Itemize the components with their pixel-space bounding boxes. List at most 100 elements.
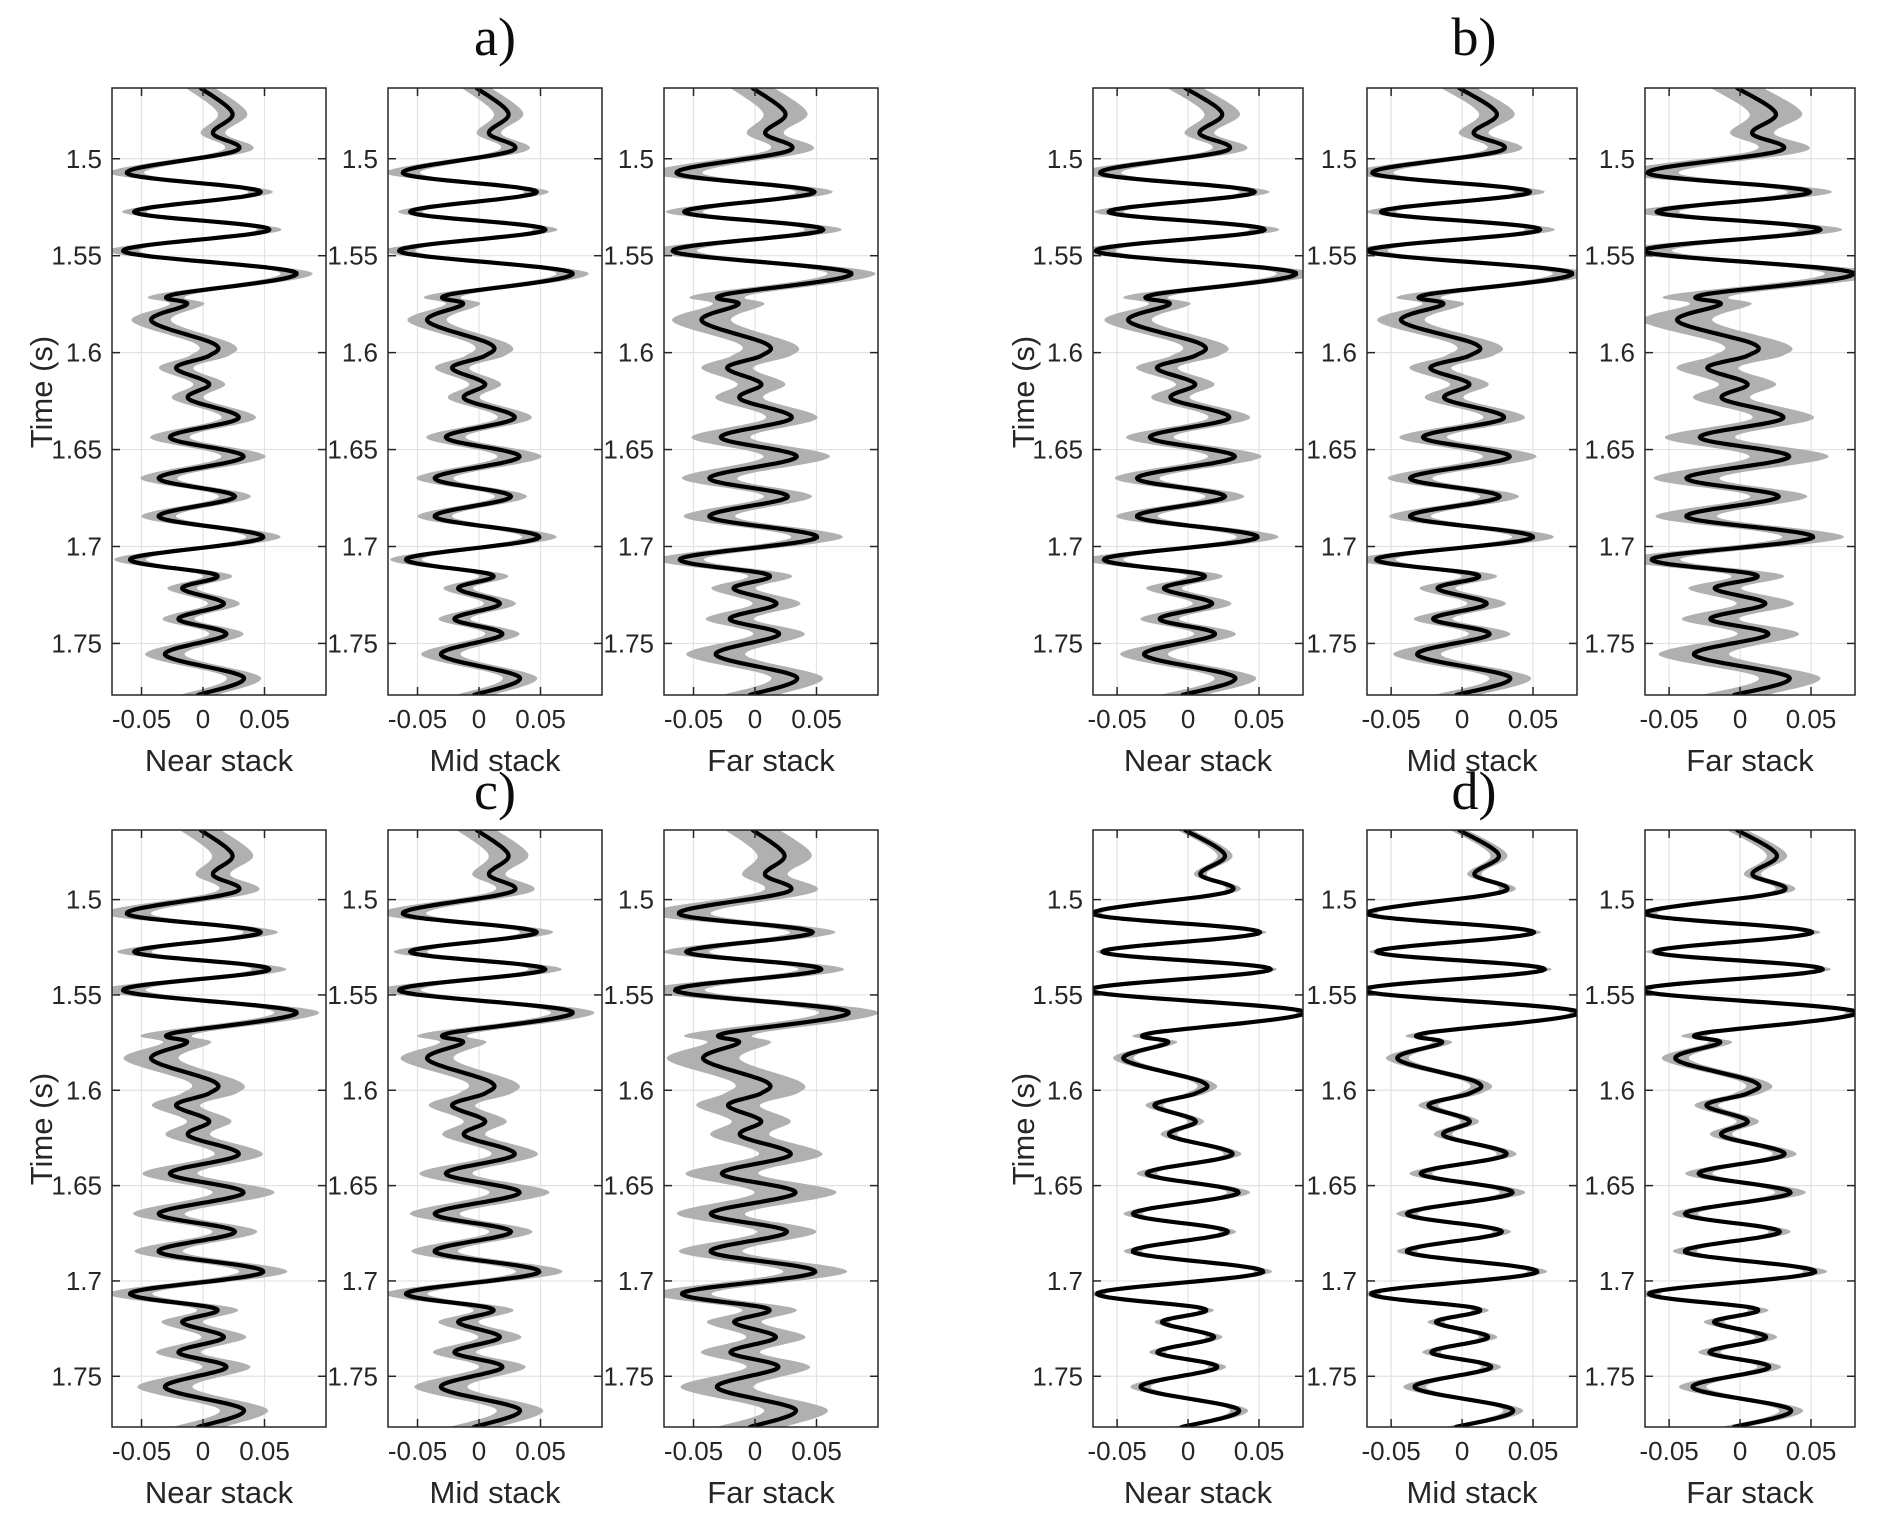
x-tick-label: -0.05 — [112, 704, 171, 734]
subplot-far-stack: 1.5 1.55 1.6 1.65 1.7 1.75 -0.05 0 0.05 Far stac… — [1584, 87, 1856, 780]
seismic-trace — [670, 88, 854, 695]
seismic-trace — [1645, 830, 1855, 1427]
y-tick-label: 1.75 — [603, 628, 654, 658]
seismic-trace — [1367, 88, 1575, 695]
y-tick-label: 1.75 — [1306, 628, 1357, 658]
y-tick-label: 1.7 — [342, 1266, 378, 1296]
y-tick-label: 1.5 — [1321, 144, 1357, 174]
x-tick-label: -0.05 — [1087, 704, 1146, 734]
subplot-mid-stack: 1.5 1.55 1.6 1.65 1.7 1.75 -0.05 0 0.05 Mid stac… — [1306, 829, 1578, 1512]
y-tick-label: 1.7 — [66, 531, 102, 561]
uncertainty-band — [1367, 88, 1577, 695]
y-tick-label: 1.5 — [1321, 885, 1357, 915]
panel-a-title: a) — [474, 7, 516, 67]
y-tick-label: 1.55 — [603, 980, 654, 1010]
x-tick-label: 0 — [1733, 704, 1747, 734]
wiggle-trace-plot: 1.5 1.55 1.6 1.65 1.7 1.75 -0.05 0 0.05 — [327, 829, 603, 1466]
y-tick-label: 1.65 — [1032, 1171, 1083, 1201]
y-tick-label: 1.55 — [1306, 241, 1357, 271]
axes-box — [111, 829, 327, 1428]
y-tick-label: 1.55 — [1032, 241, 1083, 271]
y-tick-label: 1.7 — [618, 531, 654, 561]
y-tick-label: 1.55 — [51, 980, 102, 1010]
y-tick-label: 1.5 — [342, 885, 378, 915]
x-tick-label: -0.05 — [1639, 1436, 1698, 1466]
axes-box — [1092, 87, 1304, 696]
y-tick-label: 1.55 — [327, 241, 378, 271]
axes-box — [663, 829, 879, 1428]
y-tick-label: 1.75 — [603, 1361, 654, 1391]
y-tick-label: 1.7 — [1599, 531, 1635, 561]
x-tick-label: 0.05 — [1508, 1436, 1559, 1466]
x-tick-label: -0.05 — [112, 1436, 171, 1466]
panel-d-title: d) — [1451, 761, 1497, 821]
y-tick-label: 1.7 — [66, 1266, 102, 1296]
y-tick-label: 1.6 — [342, 338, 378, 368]
y-tick-label: 1.5 — [1599, 144, 1635, 174]
y-tick-label: 1.65 — [51, 1171, 102, 1201]
x-axis-label: Far stack — [707, 1475, 835, 1510]
x-tick-label: 0 — [1181, 1436, 1195, 1466]
y-tick-label: 1.55 — [51, 241, 102, 271]
wiggle-trace-plot: 1.5 1.55 1.6 1.65 1.7 1.75 -0.05 0 0.05 — [1032, 87, 1304, 734]
x-tick-label: -0.05 — [1361, 704, 1420, 734]
y-tick-label: 1.75 — [1584, 628, 1635, 658]
tick-labels: 1.5 1.55 1.6 1.65 1.7 1.75 -0.05 0 0.05 — [603, 144, 841, 734]
y-tick-label: 1.65 — [327, 435, 378, 465]
x-tick-label: 0 — [1455, 704, 1469, 734]
y-tick-label: 1.6 — [1599, 338, 1635, 368]
seismic-trace — [1093, 88, 1299, 695]
y-tick-label: 1.7 — [342, 531, 378, 561]
y-tick-label: 1.7 — [1321, 1266, 1357, 1296]
seismic-trace — [121, 830, 299, 1427]
y-tick-label: 1.55 — [1032, 980, 1083, 1010]
x-tick-label: -0.05 — [1639, 704, 1698, 734]
y-tick-label: 1.75 — [1306, 1361, 1357, 1391]
wiggle-trace-plot: 1.5 1.55 1.6 1.65 1.7 1.75 -0.05 0 0.05 — [1306, 87, 1578, 734]
y-tick-label: 1.65 — [1584, 435, 1635, 465]
tick-labels: 1.5 1.55 1.6 1.65 1.7 1.75 -0.05 0 0.05 — [51, 144, 289, 734]
tick-labels: 1.5 1.55 1.6 1.65 1.7 1.75 -0.05 0 0.05 — [51, 885, 289, 1466]
axes-box — [387, 87, 603, 696]
y-tick-label: 1.65 — [1584, 1171, 1635, 1201]
wiggle-trace-plot: 1.5 1.55 1.6 1.65 1.7 1.75 -0.05 0 0.05 — [1584, 829, 1856, 1466]
x-tick-label: 0 — [1181, 704, 1195, 734]
y-tick-label: 1.5 — [342, 144, 378, 174]
seismic-trace — [1645, 88, 1855, 695]
uncertainty-band — [664, 88, 876, 695]
x-axis-label: Near stack — [144, 1475, 294, 1510]
uncertainty-band — [664, 830, 878, 1427]
x-axis-label: Far stack — [707, 743, 835, 778]
seismic-trace — [673, 830, 851, 1427]
axes-box — [1366, 829, 1578, 1428]
tick-labels: 1.5 1.55 1.6 1.65 1.7 1.75 -0.05 0 0.05 — [1032, 144, 1284, 734]
y-tick-label: 1.75 — [327, 1361, 378, 1391]
x-tick-label: 0.05 — [515, 1436, 566, 1466]
x-tick-label: 0.05 — [1786, 704, 1837, 734]
seismic-trace — [397, 88, 575, 695]
uncertainty-band — [112, 830, 320, 1427]
time-axis-label: Time (s) — [24, 335, 59, 448]
y-tick-label: 1.65 — [1032, 435, 1083, 465]
uncertainty-band — [1645, 88, 1855, 695]
x-tick-label: 0 — [748, 704, 762, 734]
y-tick-label: 1.6 — [342, 1075, 378, 1105]
axes-box — [1644, 87, 1856, 696]
y-tick-label: 1.55 — [1306, 980, 1357, 1010]
y-tick-label: 1.75 — [1584, 1361, 1635, 1391]
x-tick-label: -0.05 — [1361, 1436, 1420, 1466]
y-tick-label: 1.5 — [618, 885, 654, 915]
y-tick-label: 1.5 — [1047, 144, 1083, 174]
x-tick-label: -0.05 — [1087, 1436, 1146, 1466]
y-tick-label: 1.55 — [1584, 241, 1635, 271]
x-tick-label: 0.05 — [1786, 1436, 1837, 1466]
x-tick-label: 0 — [1733, 1436, 1747, 1466]
axes-box — [663, 87, 879, 696]
x-axis-label: Far stack — [1686, 743, 1814, 778]
y-tick-label: 1.7 — [1599, 1266, 1635, 1296]
y-tick-label: 1.6 — [66, 1075, 102, 1105]
subplot-near-stack: 1.5 1.55 1.6 1.65 1.7 1.75 -0.05 0 0.05 Near sta… — [51, 87, 327, 780]
time-axis-label: Time (s) — [1006, 335, 1041, 448]
wiggle-trace-plot: 1.5 1.55 1.6 1.65 1.7 1.75 -0.05 0 0.05 — [603, 829, 879, 1466]
y-tick-label: 1.55 — [1584, 980, 1635, 1010]
